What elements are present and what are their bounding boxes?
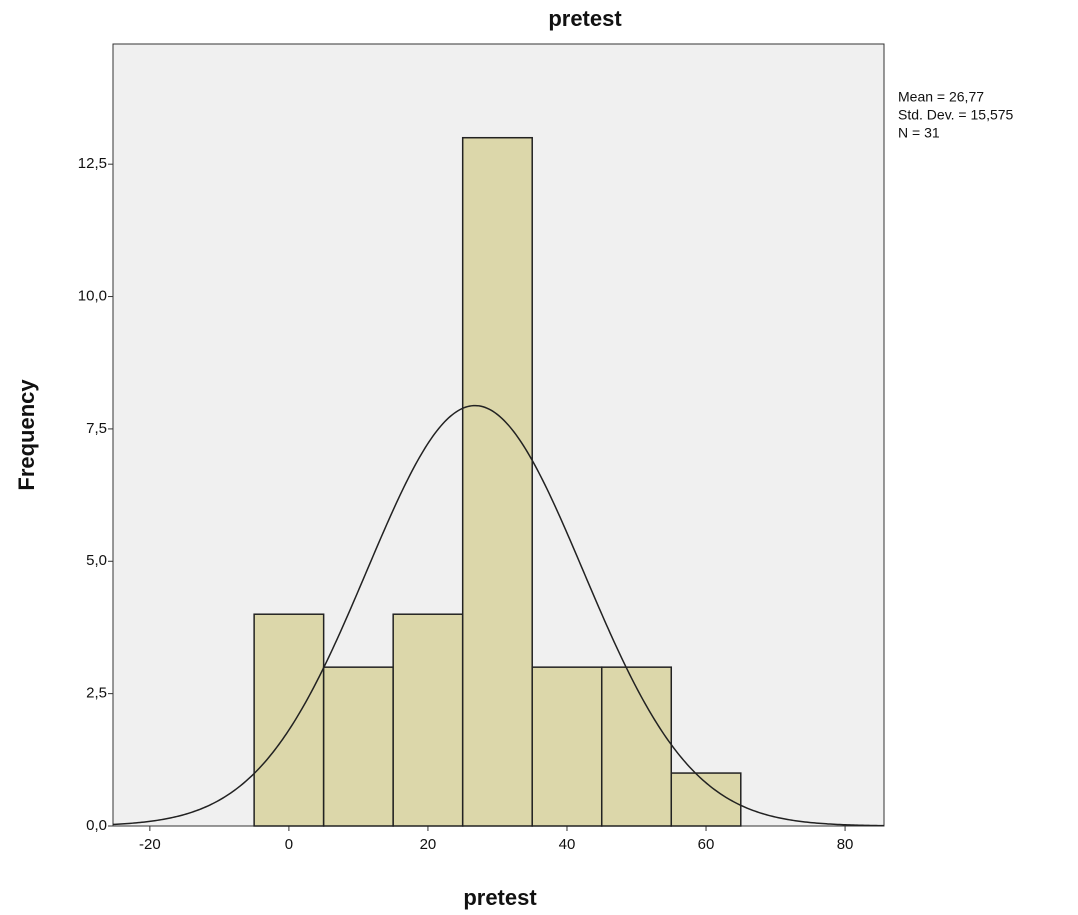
normal-curve bbox=[112, 404, 885, 827]
bar bbox=[531, 666, 603, 827]
chart-title: pretest bbox=[548, 6, 622, 31]
stat-label: Mean = 26,77 bbox=[898, 89, 984, 105]
bar bbox=[600, 666, 673, 827]
y-tick-label: 7,5 bbox=[86, 420, 107, 437]
x-tick-label: 40 bbox=[559, 836, 576, 853]
x-tick-label: 80 bbox=[837, 836, 854, 853]
bar bbox=[392, 613, 464, 827]
x-axis-label: pretest bbox=[463, 885, 537, 910]
x-tick-label: -20 bbox=[139, 836, 161, 853]
x-tick-label: 60 bbox=[698, 836, 715, 853]
stat-label: N = 31 bbox=[898, 125, 940, 141]
bar bbox=[461, 136, 533, 827]
y-tick-label: 10,0 bbox=[78, 288, 107, 305]
y-tick-label: 12,5 bbox=[78, 155, 107, 172]
bar bbox=[322, 666, 394, 827]
bar bbox=[253, 613, 325, 827]
y-tick-label: 5,0 bbox=[86, 552, 107, 569]
y-axis-label: Frequency bbox=[14, 379, 39, 491]
x-tick-label: 20 bbox=[420, 836, 437, 853]
stat-label: Std. Dev. = 15,575 bbox=[898, 107, 1014, 123]
y-tick-label: 0,0 bbox=[86, 817, 107, 834]
x-tick-label: 0 bbox=[285, 836, 293, 853]
y-tick-label: 2,5 bbox=[86, 685, 107, 702]
